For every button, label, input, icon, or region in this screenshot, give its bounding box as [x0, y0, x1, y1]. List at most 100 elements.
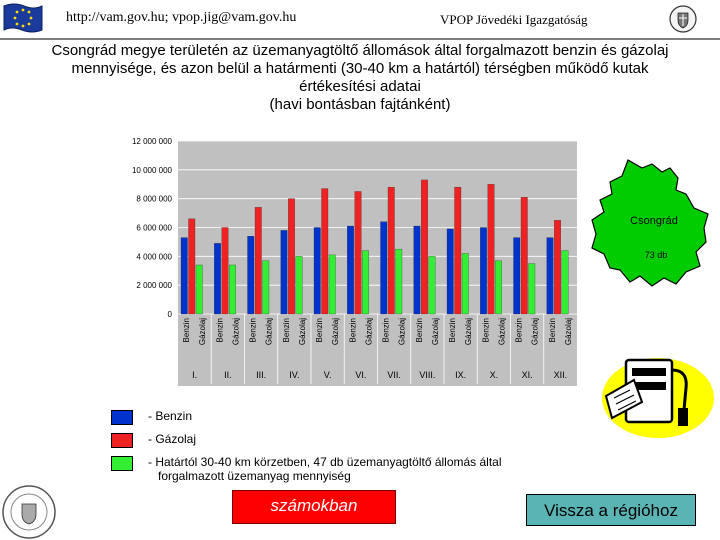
eu-flag-icon	[3, 3, 43, 33]
bar-gazolaj-7	[387, 186, 395, 315]
bar-benzin-7	[380, 221, 388, 315]
bar-gazolaj-3	[254, 207, 262, 315]
bar-border-1	[195, 264, 203, 315]
x-fuel-label: Benzin	[382, 318, 391, 342]
bar-benzin-6	[347, 225, 354, 315]
title-line-2: mennyisége, és azon belül a határmenti (…	[71, 60, 649, 77]
x-fuel-label: Gázolaj	[265, 318, 274, 345]
bar-gazolaj-11	[520, 197, 528, 315]
county-name: Csongrád	[630, 215, 678, 227]
stamp-icon	[2, 485, 56, 539]
x-fuel-label: Benzin	[481, 318, 490, 342]
x-fuel-label: Benzin	[282, 318, 291, 342]
back-to-region-button[interactable]: Vissza a régióhoz	[526, 494, 696, 526]
legend-label-gazolaj: - Gázolaj	[148, 432, 197, 446]
x-month-label: VIII.	[419, 370, 435, 380]
x-fuel-label: Gázolaj	[298, 318, 307, 345]
x-month-label: X.	[490, 370, 499, 380]
bar-benzin-4	[280, 230, 288, 315]
bar-gazolaj-4	[288, 198, 295, 315]
y-tick-label: 4 000 000	[136, 252, 172, 261]
bar-benzin-2	[214, 243, 221, 315]
x-fuel-label: Gázolaj	[231, 318, 240, 345]
bar-benzin-8	[413, 225, 421, 315]
page-title: Csongrád megye területén az üzemanyagtöl…	[0, 42, 720, 114]
bar-gazolaj-2	[221, 227, 229, 315]
y-tick-label: 6 000 000	[136, 224, 172, 233]
legend-label-border: - Határtól 30-40 km körzetben, 47 db üze…	[148, 455, 502, 469]
bar-border-6	[362, 250, 369, 315]
x-fuel-label: Benzin	[249, 318, 258, 342]
x-month-label: XII.	[554, 370, 568, 380]
x-fuel-label: Gázolaj	[331, 318, 340, 345]
x-fuel-label: Benzin	[448, 318, 457, 342]
bar-benzin-10	[480, 227, 487, 315]
x-fuel-label: Benzin	[415, 318, 424, 342]
y-tick-label: 12 000 000	[132, 137, 173, 146]
bar-border-7	[395, 248, 403, 315]
x-month-label: III.	[256, 370, 266, 380]
x-month-label: I.	[192, 370, 197, 380]
bar-gazolaj-5	[321, 188, 329, 315]
x-month-label: XI.	[522, 370, 533, 380]
x-fuel-label: Benzin	[315, 318, 324, 342]
x-fuel-label: Gázolaj	[564, 318, 573, 345]
header-divider	[0, 38, 720, 40]
x-month-label: IV.	[289, 370, 299, 380]
x-month-label: VI.	[355, 370, 366, 380]
y-tick-label: 8 000 000	[136, 195, 172, 204]
x-fuel-label: Benzin	[215, 318, 224, 342]
x-fuel-label: Gázolaj	[497, 318, 506, 345]
county-map-shape[interactable]	[591, 159, 709, 287]
x-fuel-label: Gázolaj	[364, 318, 373, 345]
x-fuel-label: Gázolaj	[531, 318, 540, 345]
x-fuel-label: Benzin	[348, 318, 357, 342]
x-fuel-label: Benzin	[548, 318, 557, 342]
bar-gazolaj-8	[421, 179, 428, 315]
legend-label-border-line2: forgalmazott üzemanyag mennyiség	[158, 469, 351, 483]
x-fuel-label: Benzin	[515, 318, 524, 342]
bar-border-4	[295, 256, 303, 315]
bar-border-8	[428, 256, 436, 315]
x-month-label: V.	[324, 370, 332, 380]
x-fuel-label: Gázolaj	[464, 318, 473, 345]
bar-border-11	[528, 263, 536, 315]
bar-benzin-11	[513, 237, 521, 315]
y-tick-label: 0	[168, 310, 173, 319]
bar-border-9	[461, 253, 469, 315]
y-tick-label: 2 000 000	[136, 281, 172, 290]
legend-label-benzin: - Benzin	[148, 409, 193, 423]
bar-benzin-1	[180, 237, 188, 315]
bar-gazolaj-9	[454, 186, 462, 315]
header-url[interactable]: http://vam.gov.hu; vpop.jig@vam.gov.hu	[66, 10, 297, 25]
bar-gazolaj-1	[188, 218, 196, 315]
x-fuel-label: Gázolaj	[398, 318, 407, 345]
legend-swatch-benzin	[111, 410, 133, 425]
bar-chart: 0 2 000 000 4 000 000 6 000 000 8 000 000 10 …	[132, 137, 577, 386]
header-org: VPOP Jövedéki Igazgatóság	[440, 12, 588, 27]
bar-gazolaj-6	[354, 191, 362, 315]
bar-border-5	[328, 254, 336, 315]
title-line-4: (havi bontásban fajtánként)	[269, 96, 451, 113]
y-tick-label: 10 000 000	[132, 166, 173, 175]
bar-border-3	[262, 260, 270, 315]
bar-gazolaj-10	[487, 184, 495, 315]
bar-benzin-9	[446, 228, 454, 315]
x-fuel-label: Gázolaj	[431, 318, 440, 345]
bar-gazolaj-12	[554, 220, 561, 315]
county-map[interactable]: Csongrád 73 db	[590, 158, 710, 290]
bar-benzin-12	[546, 237, 554, 315]
bar-border-12	[561, 250, 569, 315]
legend-swatch-border	[111, 456, 133, 471]
title-line-3: értékesítési adatai	[299, 78, 421, 95]
crest-icon	[669, 5, 697, 33]
x-fuel-label: Gázolaj	[198, 318, 207, 345]
x-month-label: VII.	[387, 370, 401, 380]
bar-benzin-5	[313, 227, 321, 315]
fuel-pump-icon	[602, 358, 714, 438]
x-month-label: II.	[224, 370, 232, 380]
x-fuel-label: Benzin	[182, 318, 191, 342]
title-line-1: Csongrád megye területén az üzemanyagtöl…	[51, 42, 669, 59]
bar-border-10	[495, 260, 502, 315]
numbers-button[interactable]: számokban	[232, 490, 396, 524]
